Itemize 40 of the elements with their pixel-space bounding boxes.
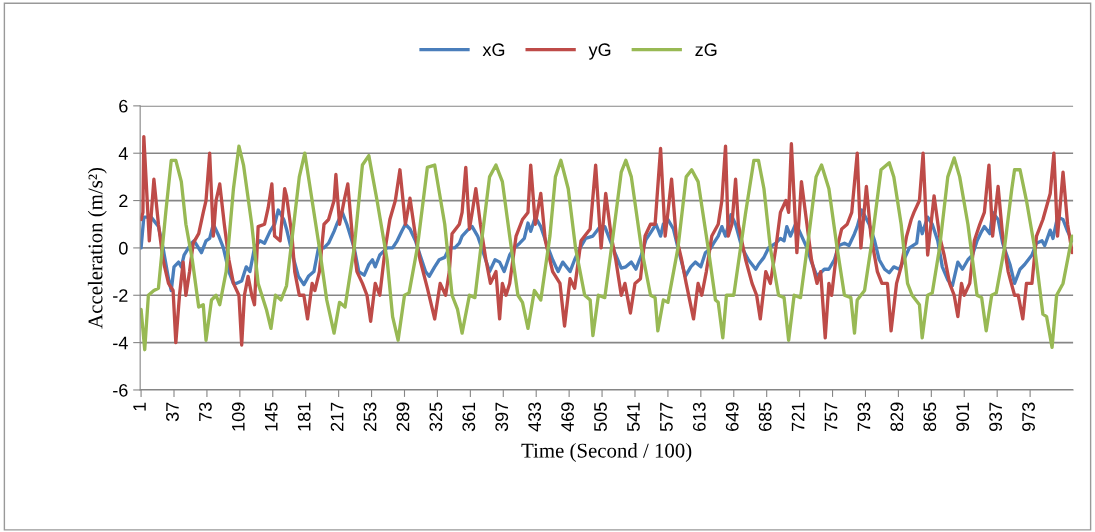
x-tick-label: 361: [462, 402, 476, 432]
x-tick-label: 37: [166, 402, 179, 422]
legend-label: yG: [588, 43, 611, 60]
x-tick-label: 145: [265, 402, 278, 431]
x-tick-label: 469: [561, 402, 574, 432]
x-tick-label: 433: [528, 402, 542, 432]
x-tick-label: 793: [857, 402, 871, 431]
y-tick-label: 2: [119, 194, 128, 208]
x-tick-label: 649: [725, 402, 739, 431]
legend-label: zG: [695, 43, 717, 57]
y-tick-label: 6: [119, 99, 128, 113]
x-tick-label: 685: [758, 402, 772, 431]
x-tick-label: 505: [594, 402, 607, 432]
x-axis-title: Time (Second / 100): [521, 442, 692, 462]
y-tick-label: 0: [119, 241, 128, 255]
y-tick-label: -6: [113, 383, 128, 397]
x-tick-label: 181: [297, 402, 311, 431]
x-tick-label: 1: [133, 402, 146, 411]
legend-label: xG: [482, 43, 505, 57]
x-tick-label: 73: [198, 402, 212, 421]
x-tick-label: 937: [989, 402, 1003, 432]
y-axis-title: Acceleration (m/s²): [87, 167, 107, 329]
y-tick-label: 4: [118, 147, 128, 160]
x-tick-label: 721: [791, 402, 805, 431]
x-tick-label: 541: [627, 402, 640, 432]
x-tick-label: 829: [890, 402, 904, 432]
x-tick-label: 613: [692, 402, 706, 431]
x-tick-label: 325: [429, 402, 443, 432]
y-tick-label: -4: [113, 336, 128, 350]
x-tick-label: 289: [396, 402, 410, 431]
x-tick-label: 973: [1022, 402, 1035, 432]
x-tick-label: 217: [330, 402, 344, 431]
x-tick-label: 253: [363, 402, 377, 431]
x-tick-label: 865: [923, 402, 937, 432]
y-tick-label: -2: [113, 289, 128, 302]
x-tick-label: 109: [231, 402, 245, 431]
x-tick-label: 397: [495, 402, 509, 432]
x-tick-label: 757: [824, 402, 838, 431]
x-tick-label: 577: [660, 402, 673, 432]
x-tick-label: 901: [956, 402, 970, 432]
